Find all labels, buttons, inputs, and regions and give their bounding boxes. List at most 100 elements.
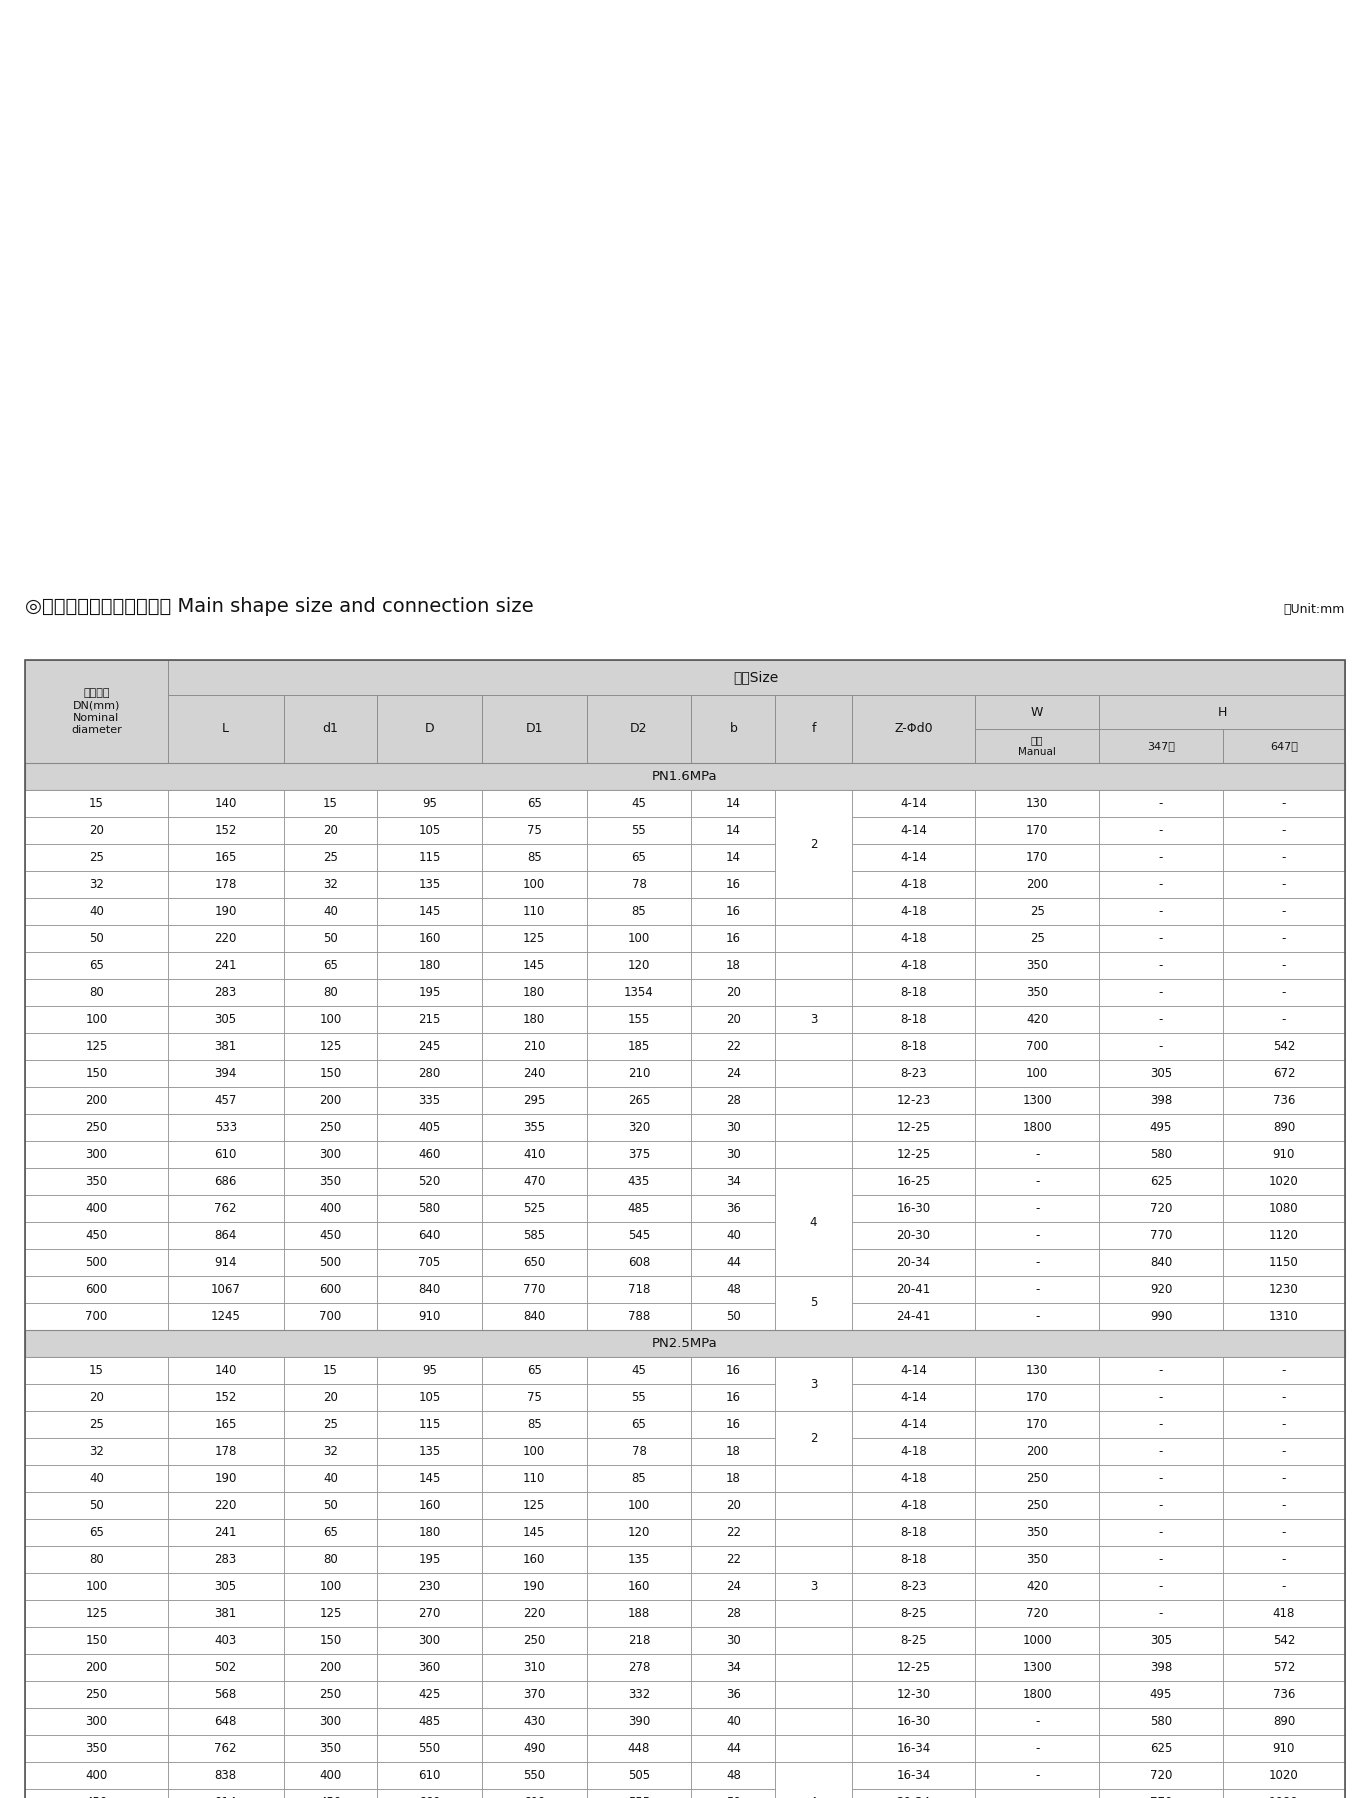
Text: 125: 125 <box>319 1607 341 1620</box>
Bar <box>586 1789 692 1798</box>
Bar <box>975 1573 1099 1600</box>
Bar <box>25 1007 167 1034</box>
Text: 34: 34 <box>726 1176 741 1188</box>
Bar <box>167 1384 284 1411</box>
Text: 580: 580 <box>1149 1715 1171 1728</box>
Text: 210: 210 <box>523 1039 545 1054</box>
Text: 65: 65 <box>323 1527 338 1539</box>
Bar <box>377 696 482 762</box>
Text: 65: 65 <box>527 1365 541 1377</box>
Bar <box>852 789 975 816</box>
Bar <box>25 870 167 897</box>
Bar <box>167 951 284 978</box>
Bar <box>586 1492 692 1519</box>
Bar <box>25 1519 167 1546</box>
Bar <box>775 696 852 762</box>
Bar <box>586 1465 692 1492</box>
Text: 1800: 1800 <box>1022 1120 1052 1135</box>
Bar <box>25 1169 167 1196</box>
Bar <box>1099 1519 1223 1546</box>
Bar <box>1099 951 1223 978</box>
Bar <box>586 1627 692 1654</box>
Bar <box>775 1465 852 1492</box>
Text: 80: 80 <box>89 985 104 1000</box>
Text: -: - <box>1159 1446 1163 1458</box>
Bar <box>775 1169 852 1277</box>
Bar <box>1223 1277 1345 1304</box>
Text: 1310: 1310 <box>1269 1311 1299 1323</box>
Bar <box>852 1061 975 1088</box>
Bar <box>1099 1627 1223 1654</box>
Bar <box>284 1384 377 1411</box>
Text: 4-14: 4-14 <box>900 797 927 811</box>
Text: 4-18: 4-18 <box>900 904 927 919</box>
Bar <box>482 897 586 924</box>
Text: 100: 100 <box>523 1446 545 1458</box>
Text: 8-25: 8-25 <box>900 1634 926 1647</box>
Bar <box>377 1088 482 1115</box>
Bar <box>775 1357 852 1411</box>
Text: -: - <box>1034 1715 1040 1728</box>
Text: -: - <box>1282 958 1286 973</box>
Bar <box>852 1600 975 1627</box>
Text: 14: 14 <box>726 797 741 811</box>
Text: -: - <box>1159 1392 1163 1404</box>
Bar <box>1223 978 1345 1007</box>
Text: -: - <box>1034 1203 1040 1215</box>
Bar <box>1223 1681 1345 1708</box>
Text: 4-14: 4-14 <box>900 1419 927 1431</box>
Text: 16: 16 <box>726 904 741 919</box>
Bar <box>284 924 377 951</box>
Text: 1245: 1245 <box>211 1311 241 1323</box>
Bar <box>167 1223 284 1250</box>
Bar <box>25 951 167 978</box>
Text: 140: 140 <box>215 1365 237 1377</box>
Text: 40: 40 <box>726 1230 741 1242</box>
Text: 48: 48 <box>726 1769 741 1782</box>
Text: 200: 200 <box>319 1661 341 1674</box>
Text: 170: 170 <box>1026 823 1048 838</box>
Text: 95: 95 <box>422 1365 437 1377</box>
Text: 25: 25 <box>1030 904 1045 919</box>
Bar <box>1223 1304 1345 1331</box>
Text: -: - <box>1282 931 1286 946</box>
Bar <box>1223 1384 1345 1411</box>
Bar <box>975 1384 1099 1411</box>
Bar <box>852 1088 975 1115</box>
Bar <box>692 1007 775 1034</box>
Bar <box>852 1492 975 1519</box>
Bar <box>284 1034 377 1061</box>
Text: 4-18: 4-18 <box>900 1500 927 1512</box>
Bar <box>1223 1789 1345 1798</box>
Bar <box>975 1789 1099 1798</box>
Bar <box>167 1600 284 1627</box>
Bar <box>284 951 377 978</box>
Text: 24-41: 24-41 <box>896 1311 930 1323</box>
Text: 350: 350 <box>1026 1553 1048 1566</box>
Bar <box>975 870 1099 897</box>
Bar <box>25 1331 1345 1357</box>
Bar <box>482 789 586 816</box>
Bar <box>284 1438 377 1465</box>
Bar <box>25 924 167 951</box>
Text: 672: 672 <box>1273 1066 1295 1081</box>
Bar <box>167 897 284 924</box>
Text: 686: 686 <box>215 1176 237 1188</box>
Bar <box>25 1115 167 1142</box>
Text: 502: 502 <box>215 1661 237 1674</box>
Bar <box>377 1735 482 1762</box>
Text: 625: 625 <box>1149 1742 1173 1755</box>
Bar <box>1099 870 1223 897</box>
Text: 335: 335 <box>418 1093 441 1108</box>
Text: 250: 250 <box>85 1120 107 1135</box>
Text: 4: 4 <box>810 1215 818 1228</box>
Text: -: - <box>1159 958 1163 973</box>
Text: 550: 550 <box>523 1769 545 1782</box>
Text: 16-30: 16-30 <box>896 1203 930 1215</box>
Text: 50: 50 <box>323 931 338 946</box>
Bar <box>975 1762 1099 1789</box>
Text: -: - <box>1282 1527 1286 1539</box>
Text: 120: 120 <box>627 1527 651 1539</box>
Text: 16: 16 <box>726 877 741 892</box>
Text: 185: 185 <box>627 1039 651 1054</box>
